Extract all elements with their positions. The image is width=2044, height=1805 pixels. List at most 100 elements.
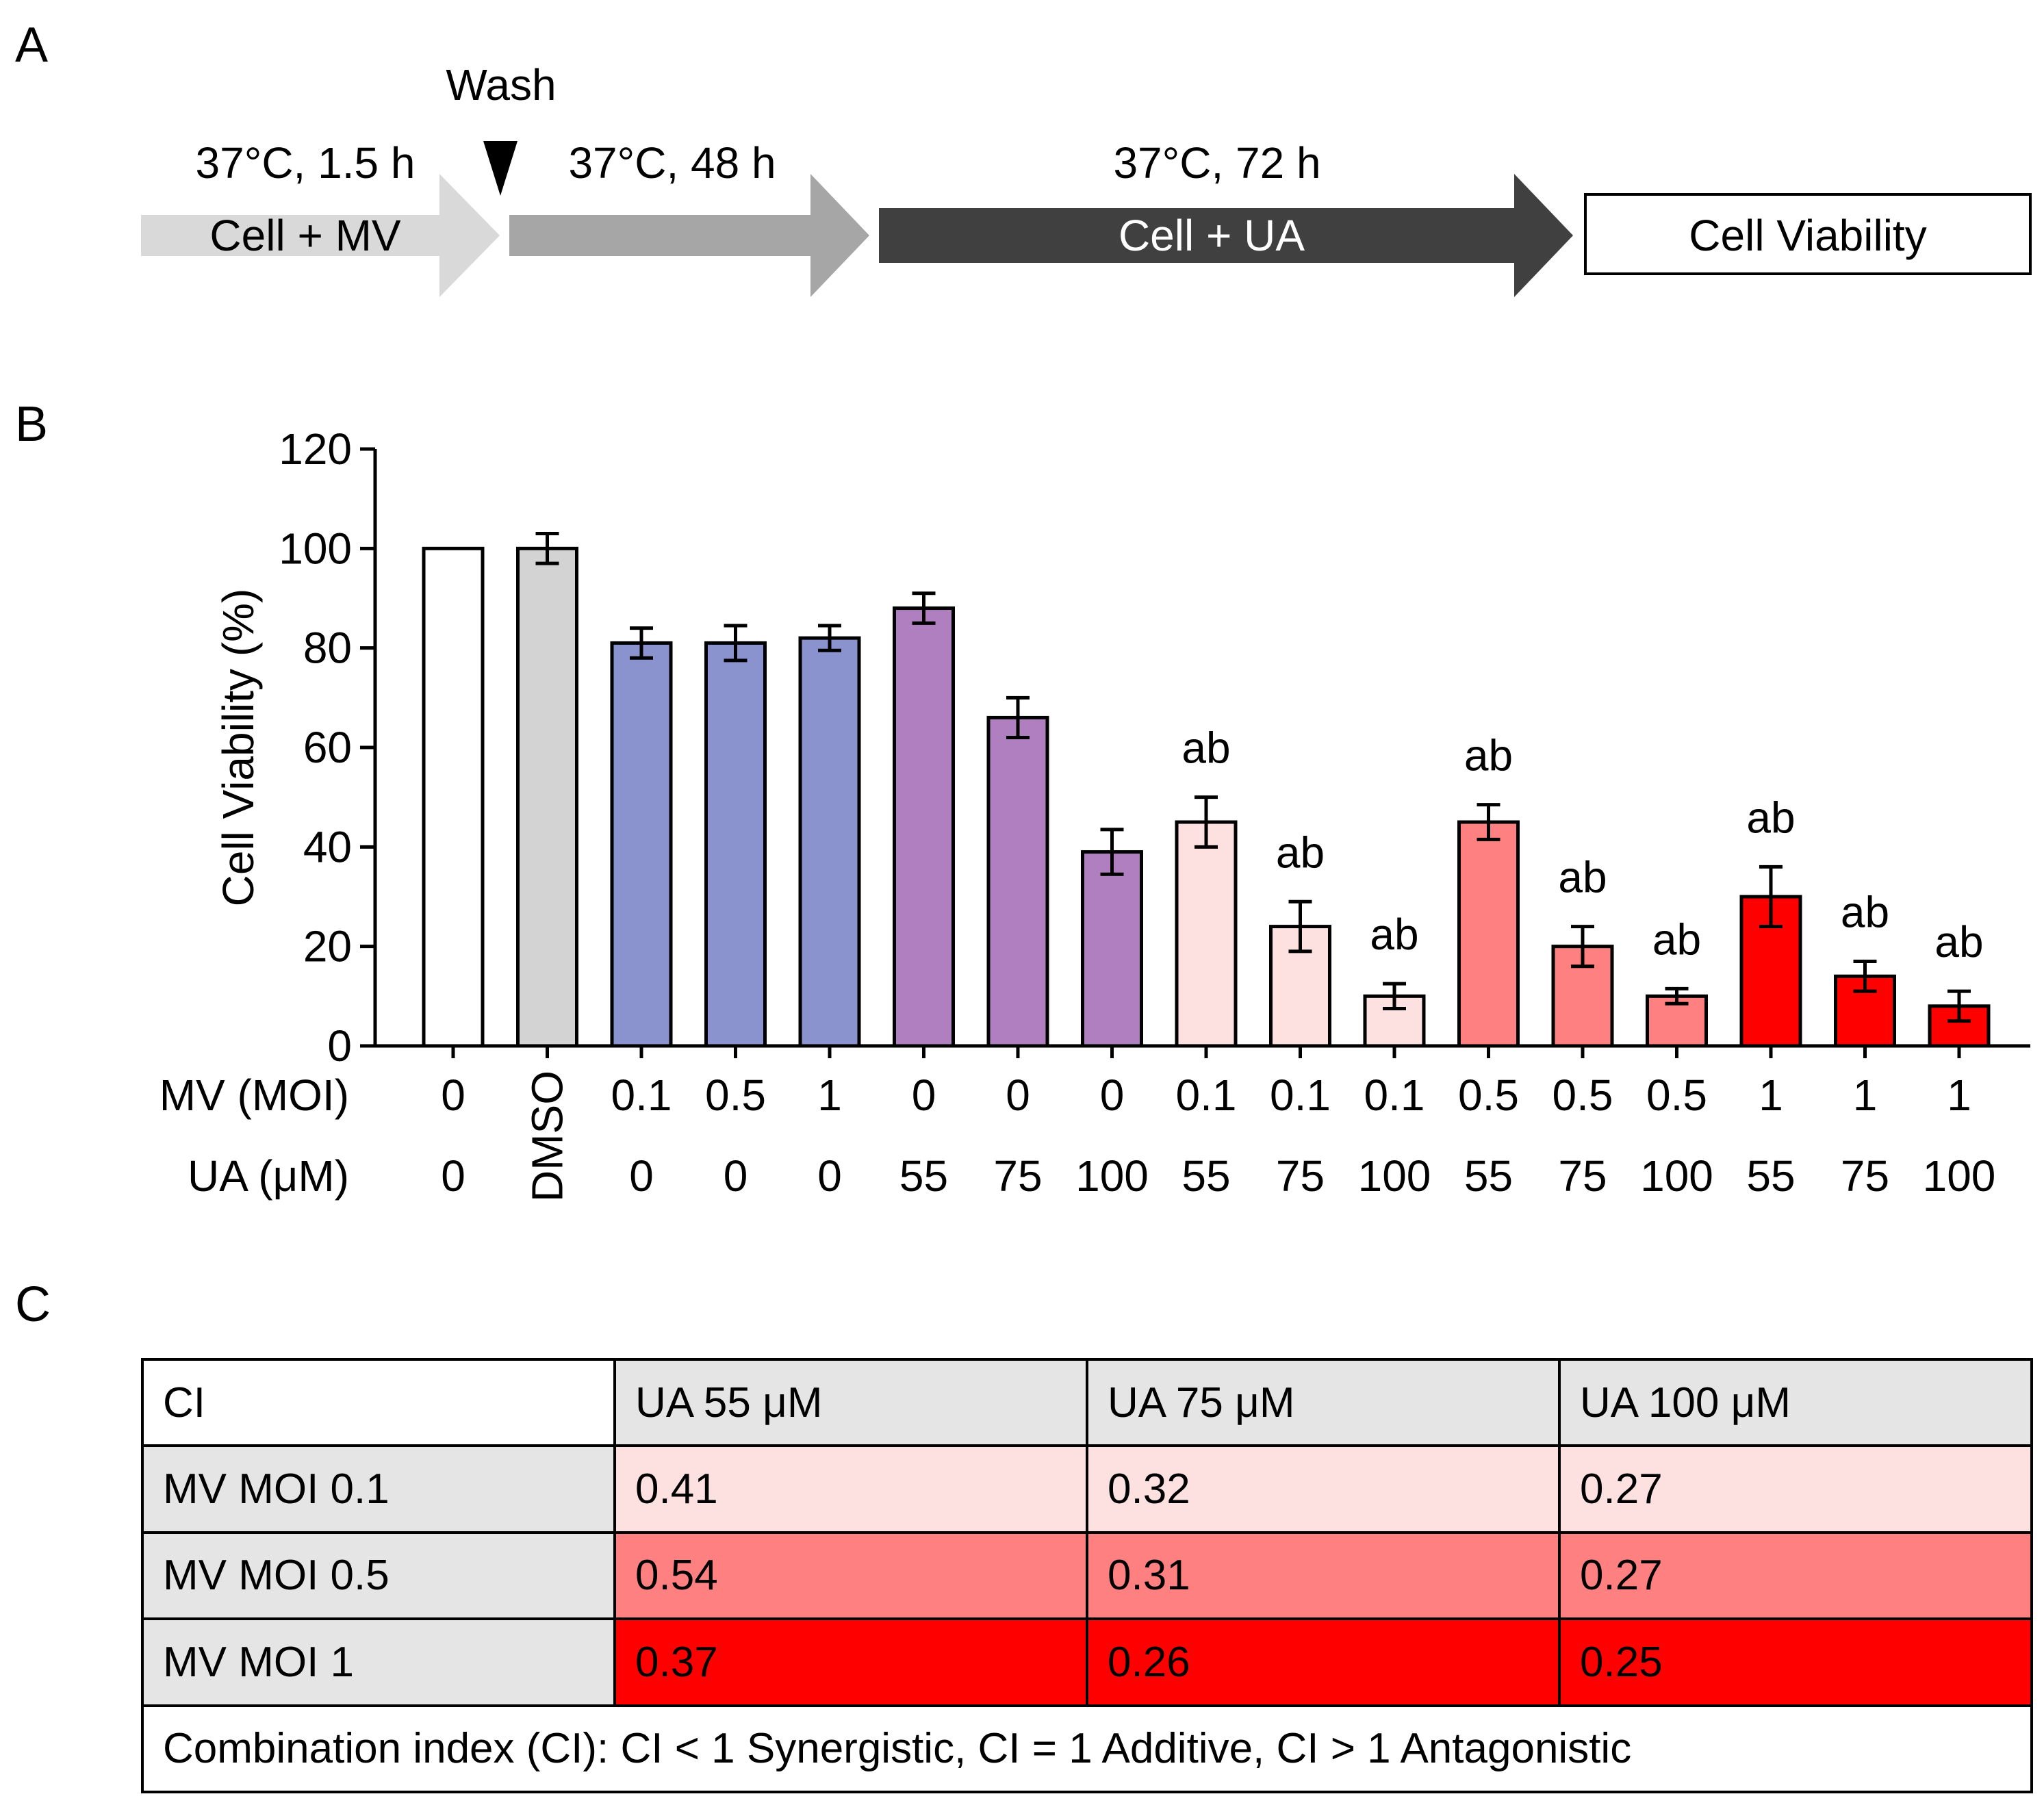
x-category-label-mv: 1 xyxy=(817,1071,842,1120)
x-category-label-ua: 55 xyxy=(1746,1151,1795,1201)
x-category-label-ua: 100 xyxy=(1640,1151,1713,1201)
x-category-label-mv: DMSO xyxy=(523,1071,572,1202)
bar xyxy=(1081,850,1143,1048)
bar xyxy=(704,641,767,1048)
x-category-label-ua: 75 xyxy=(993,1151,1042,1201)
x-category-label-ua: 55 xyxy=(1464,1151,1513,1201)
ci-value-cell: 0.37 xyxy=(613,1617,1088,1707)
x-category-label-mv: 0.1 xyxy=(611,1071,672,1120)
step1-arrow xyxy=(141,174,500,297)
significance-label: ab xyxy=(1934,917,1983,966)
step2-time-label: 37°C, 48 h xyxy=(568,138,776,188)
x-category-label-ua: 100 xyxy=(1358,1151,1431,1201)
x-category-label-ua: 100 xyxy=(1075,1151,1149,1201)
ci-table: CI UA 55 μM UA 75 μM UA 100 μM MV MOI 0.… xyxy=(141,1357,2033,1794)
significance-label: ab xyxy=(1652,914,1701,964)
y-tick-label: 80 xyxy=(303,624,352,673)
bar xyxy=(1551,945,1614,1048)
ci-header-ua75: UA 75 μM xyxy=(1086,1357,1561,1448)
x-category-label-mv: 0.5 xyxy=(705,1071,766,1120)
bar xyxy=(516,546,578,1048)
readout-box xyxy=(1584,193,2032,275)
ci-corner-cell: CI xyxy=(141,1357,616,1448)
ci-row-label: MV MOI 1 xyxy=(141,1617,616,1707)
panel-label-b: B xyxy=(15,397,49,452)
bar xyxy=(798,636,861,1048)
ci-value-cell: 0.31 xyxy=(1086,1531,1561,1621)
bar xyxy=(1739,895,1802,1048)
significance-label: ab xyxy=(1276,828,1325,877)
ci-row-moi-0-1: MV MOI 0.1 0.41 0.32 0.27 xyxy=(141,1444,2033,1534)
y-tick-label: 20 xyxy=(303,922,352,971)
bar xyxy=(610,641,673,1048)
mv-row-label: MV (MOI) xyxy=(159,1071,349,1120)
readout-label: Cell Viability xyxy=(1689,211,1926,260)
ci-header-ua55: UA 55 μM xyxy=(613,1357,1088,1448)
wash-marker-icon xyxy=(483,141,518,196)
step3-label: Cell + UA xyxy=(1119,211,1305,260)
x-category-label-mv: 0.1 xyxy=(1364,1071,1425,1120)
ci-header-row: CI UA 55 μM UA 75 μM UA 100 μM xyxy=(141,1357,2033,1448)
x-category-label-ua: 75 xyxy=(1276,1151,1325,1201)
ci-row-label: MV MOI 0.1 xyxy=(141,1444,616,1534)
step1-time-label: 37°C, 1.5 h xyxy=(196,138,416,188)
workflow-schematic: Wash 37°C, 1.5 h Cell + MV 37°C, 48 h 37… xyxy=(141,60,2032,297)
x-category-label-mv: 1 xyxy=(1853,1071,1878,1120)
y-tick-label: 60 xyxy=(303,723,352,772)
x-category-label-ua: 100 xyxy=(1923,1151,1996,1201)
significance-label: ab xyxy=(1841,887,1889,936)
y-tick-label: 0 xyxy=(327,1021,352,1071)
bar xyxy=(1457,820,1520,1048)
x-category-label-mv: 0.5 xyxy=(1646,1071,1707,1120)
x-category-label-ua: 0 xyxy=(629,1151,654,1201)
x-category-label-mv: 0.1 xyxy=(1270,1071,1331,1120)
x-category-label-ua: 75 xyxy=(1841,1151,1889,1201)
bar xyxy=(1269,925,1331,1048)
step1-label: Cell + MV xyxy=(209,211,401,260)
panel-label-c: C xyxy=(15,1277,51,1332)
x-category-label-mv: 0 xyxy=(1006,1071,1030,1120)
x-category-label-mv: 0.1 xyxy=(1176,1071,1237,1120)
x-category-label-ua: 75 xyxy=(1558,1151,1607,1201)
significance-label: ab xyxy=(1558,853,1607,902)
x-category-label-mv: 1 xyxy=(1947,1071,1971,1120)
bar xyxy=(422,546,485,1048)
x-category-label-mv: 0.5 xyxy=(1458,1071,1519,1120)
ci-value-cell: 0.25 xyxy=(1558,1617,2033,1707)
ua-row-label: UA (μM) xyxy=(188,1151,349,1201)
significance-label: ab xyxy=(1464,731,1513,780)
y-tick-label: 100 xyxy=(279,524,352,573)
step3-arrow xyxy=(879,174,1573,297)
ci-header-ua100: UA 100 μM xyxy=(1558,1357,2033,1448)
ci-value-cell: 0.41 xyxy=(613,1444,1088,1534)
ci-footer-row: Combination index (CI): CI < 1 Synergist… xyxy=(141,1704,2033,1794)
ci-value-cell: 0.27 xyxy=(1558,1444,2033,1534)
y-tick-label: 120 xyxy=(279,424,352,474)
bar xyxy=(893,606,955,1048)
y-tick-label: 40 xyxy=(303,822,352,871)
ci-footer-note: Combination index (CI): CI < 1 Synergist… xyxy=(141,1704,2033,1794)
ci-row-label: MV MOI 0.5 xyxy=(141,1531,616,1621)
ci-value-cell: 0.54 xyxy=(613,1531,1088,1621)
significance-label: ab xyxy=(1746,793,1795,842)
bar xyxy=(1175,820,1238,1048)
x-category-label-ua: 55 xyxy=(899,1151,948,1201)
step2-arrow xyxy=(509,174,869,297)
y-axis-label: Cell Viability (%) xyxy=(214,589,263,907)
x-category-label-mv: 0 xyxy=(1100,1071,1125,1120)
step3-time-label: 37°C, 72 h xyxy=(1113,138,1320,188)
significance-label: ab xyxy=(1370,910,1418,959)
panel-label-a: A xyxy=(15,18,49,73)
x-category-label-ua: 0 xyxy=(441,1151,465,1201)
ci-value-cell: 0.27 xyxy=(1558,1531,2033,1621)
x-category-label-ua: 0 xyxy=(724,1151,748,1201)
x-category-label-ua: 0 xyxy=(817,1151,842,1201)
x-category-label-ua: 55 xyxy=(1181,1151,1230,1201)
x-category-label-mv: 0 xyxy=(441,1071,465,1120)
x-category-label-mv: 0 xyxy=(912,1071,936,1120)
ci-value-cell: 0.26 xyxy=(1086,1617,1561,1707)
significance-label: ab xyxy=(1181,724,1230,773)
viability-bar-chart: Cell Viability (%) MV (MOI) UA (μM) 0 20 4… xyxy=(159,424,2030,1202)
wash-label: Wash xyxy=(446,60,556,110)
ci-value-cell: 0.32 xyxy=(1086,1444,1561,1534)
